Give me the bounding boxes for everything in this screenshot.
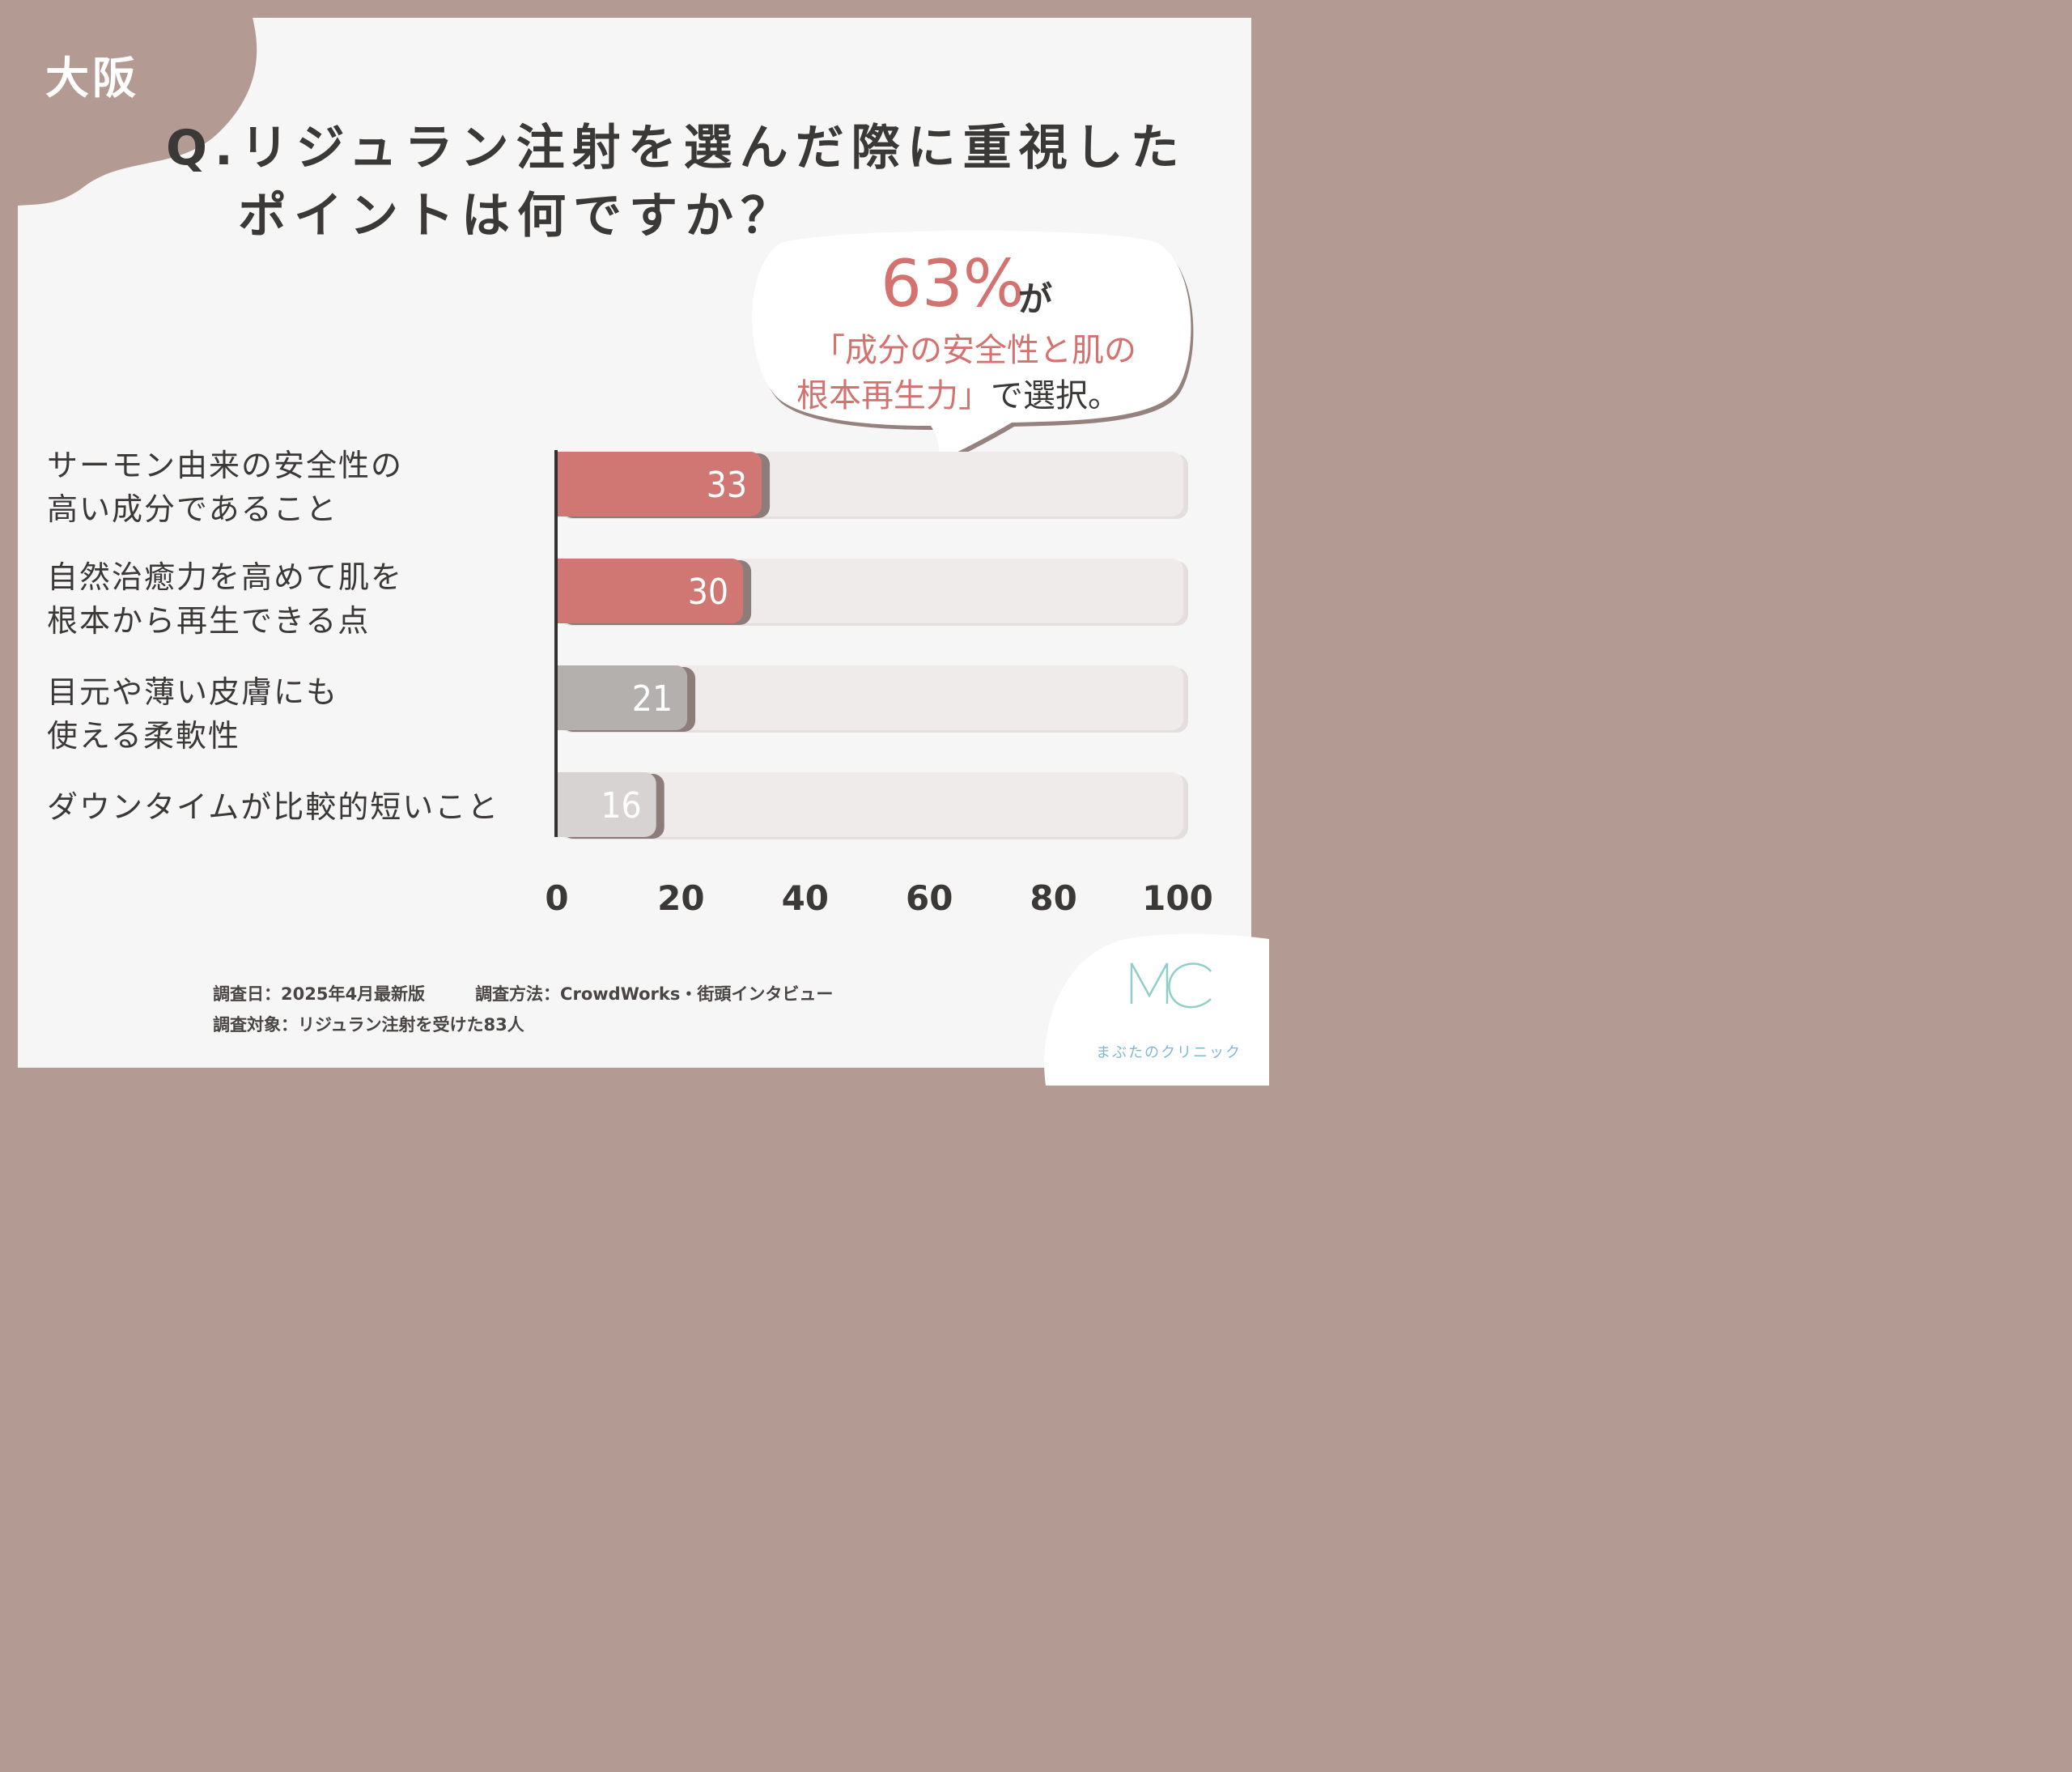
x-tick-label: 20 (657, 878, 704, 918)
x-tick-label: 40 (782, 878, 829, 918)
category-label: 目元や薄い皮膚にも 使える柔軟性 (47, 670, 338, 758)
logo-monogram-c (1168, 962, 1212, 1009)
callout-highlight-line-2: 根本再生力」 (796, 377, 991, 414)
category-label-line: サーモン由来の安全性の (47, 448, 404, 483)
callout-tail: で選択。 (991, 377, 1120, 414)
bar (557, 559, 744, 623)
callout-percent: 63% (881, 246, 1025, 321)
corner-decoration (18, 18, 257, 206)
category-label: ダウンタイムが比較的短いこと (47, 785, 499, 829)
bar (557, 772, 656, 837)
y-axis-line (554, 450, 558, 837)
category-label: 自然治癒力を高めて肌を 根本から再生できる点 (47, 555, 403, 643)
callout-line-2: 根本再生力」で選択。 (796, 369, 1120, 416)
survey-method: 調査方法：CrowdWorks・街頭インタビュー (475, 984, 834, 1004)
category-label-line: 根本から再生できる点 (47, 603, 371, 639)
bar-value-label: 30 (688, 572, 728, 613)
bar-left-square (557, 559, 581, 623)
survey-target: 調査対象：リジュラン注射を受けた83人 (213, 1015, 524, 1035)
question-line-1: Q.リジュラン注射を選んだ際に重視した (166, 120, 1187, 176)
bar-track (557, 665, 1183, 730)
clinic-name: まぶたのクリニック (1096, 1044, 1242, 1061)
infographic-panel (18, 18, 1251, 1068)
x-tick-label: 0 (545, 878, 568, 918)
callout-bubble: 63% が 「成分の安全性と肌の 根本再生力」で選択。 (745, 227, 1198, 470)
bar (557, 665, 688, 730)
x-tick-label: 100 (1142, 878, 1213, 918)
category-label-line: 自然治癒力を高めて肌を (47, 559, 404, 595)
category-label-line: 目元や薄い皮膚にも (47, 674, 339, 710)
x-tick-label: 60 (906, 878, 953, 918)
callout-highlight-line-1: 「成分の安全性と肌の (813, 332, 1136, 369)
region-label: 大阪 (45, 53, 139, 104)
bar-left-square (557, 665, 581, 730)
footer-line-1: 調査日：2025年4月最新版 調査方法：CrowdWorks・街頭インタビュー (213, 981, 833, 1005)
logo-badge (1044, 933, 1269, 1086)
bar-left-square (557, 452, 581, 516)
logo-monogram-m (1130, 962, 1169, 1004)
question-title: Q.リジュラン注射を選んだ際に重視した ポイントは何ですか？ (0, 102, 1269, 244)
category-label-line: 使える柔軟性 (47, 718, 240, 754)
bar-chart: 33 30 21 16 0 20 40 60 80 100 (545, 450, 1213, 918)
category-label-line: 高い成分であること (47, 491, 338, 527)
bar-left-square (557, 772, 581, 837)
category-label: サーモン由来の安全性の 高い成分であること (47, 444, 403, 531)
bar-track (557, 772, 1183, 837)
question-line-2: ポイントは何ですか？ (238, 188, 796, 244)
bar-value-label: 16 (601, 785, 641, 827)
bar-value-label: 33 (707, 465, 747, 506)
category-label-line: ダウンタイムが比較的短いこと (47, 789, 500, 825)
survey-date: 調査日：2025年4月最新版 (213, 984, 426, 1004)
bar-value-label: 21 (632, 678, 673, 720)
callout-ga: が (1018, 279, 1053, 319)
bar (557, 452, 762, 516)
x-tick-label: 80 (1030, 878, 1076, 918)
